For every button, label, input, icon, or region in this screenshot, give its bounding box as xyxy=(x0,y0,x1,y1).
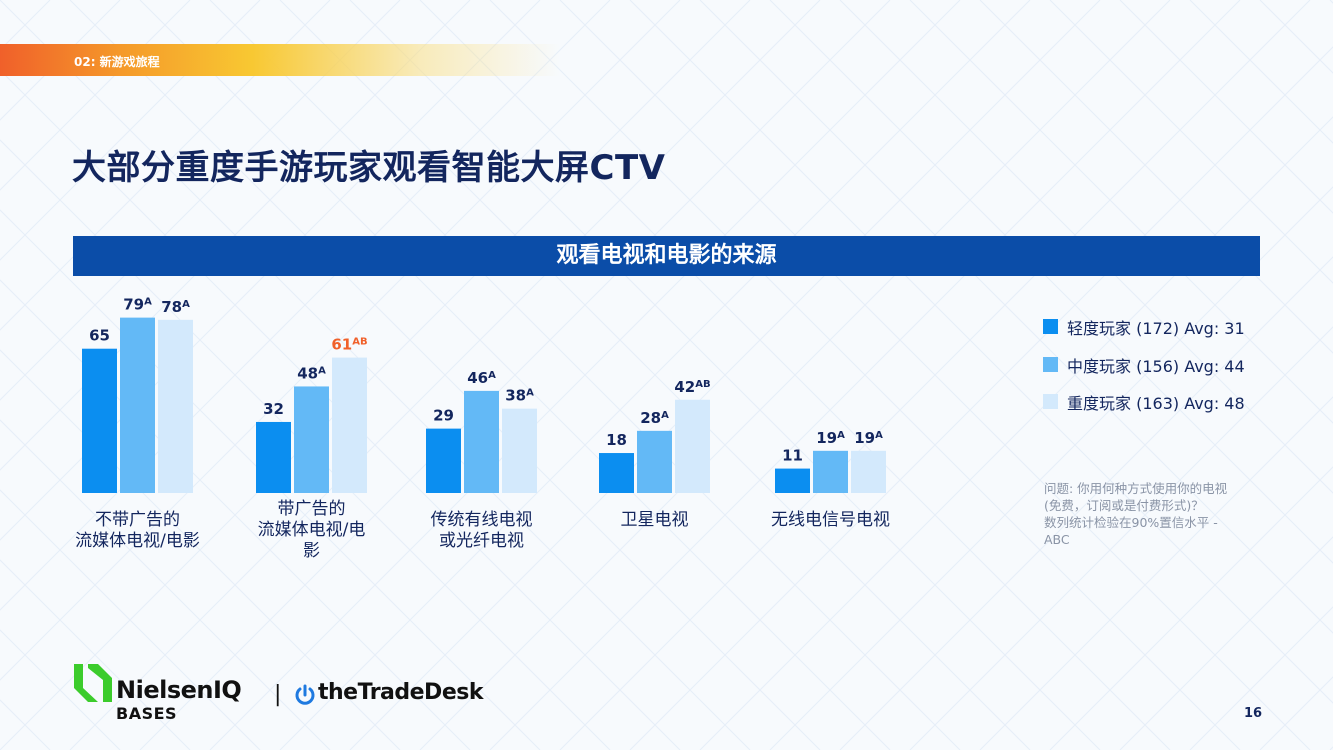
bg-pattern-line xyxy=(629,0,1333,704)
bar-light xyxy=(426,428,461,493)
bg-pattern-line xyxy=(0,0,261,261)
bg-pattern-line xyxy=(1119,536,1333,750)
section-tag: 02: 新游戏旅程 xyxy=(0,44,560,76)
note-line: 问题: 你用何种方式使用你的电视 xyxy=(1044,481,1228,496)
category-label: 传统有线电视或光纤电视 xyxy=(431,510,533,551)
bg-pattern-line xyxy=(1189,0,1333,144)
bar-light xyxy=(256,421,291,493)
bar-value-label: 65 xyxy=(89,327,110,345)
category-label: 卫星电视 xyxy=(621,510,689,530)
bg-pattern-line xyxy=(0,0,751,750)
bg-pattern-line xyxy=(839,0,1333,494)
logo-divider: | xyxy=(274,682,282,707)
section-tag-label: 02: 新游戏旅程 xyxy=(74,55,160,69)
bar-medium xyxy=(294,386,329,493)
bg-pattern-line xyxy=(0,559,191,750)
bg-pattern-line xyxy=(0,0,191,191)
note-line: ABC xyxy=(1044,532,1070,547)
bar-light xyxy=(82,348,117,493)
bar-heavy xyxy=(675,399,710,493)
nielsenIQ-wordmark: NielsenIQ xyxy=(116,676,242,704)
bg-pattern-line xyxy=(419,0,1171,750)
bg-pattern-line xyxy=(0,349,401,750)
bg-pattern-line xyxy=(979,0,1333,354)
bar-medium xyxy=(120,317,155,493)
bar-value-label: 11 xyxy=(782,447,803,465)
bar-value-label: 79A xyxy=(123,296,152,314)
note-line: (免费，订阅或是付费形式)？ xyxy=(1044,498,1204,513)
bg-pattern-line xyxy=(139,0,891,750)
bg-pattern-line xyxy=(699,0,1333,634)
bar-value-label: 38A xyxy=(505,387,534,405)
bar-value-label: 19A xyxy=(854,429,883,447)
bg-pattern-line xyxy=(1119,0,1333,214)
tradedesk-wordmark: theTradeDesk xyxy=(318,680,483,705)
bg-pattern-line xyxy=(1049,0,1333,284)
bg-pattern-line xyxy=(489,0,1241,750)
bar-value-label: 29 xyxy=(433,407,454,425)
bg-pattern-line xyxy=(69,0,821,750)
bar-heavy xyxy=(851,450,886,493)
bar-medium xyxy=(637,430,672,493)
bg-pattern-line xyxy=(0,419,331,750)
bar-heavy xyxy=(502,408,537,493)
bar-medium xyxy=(813,450,848,493)
bar-value-label: 19A xyxy=(816,429,845,447)
bg-pattern-line xyxy=(349,0,1101,750)
tradedesk-power-icon xyxy=(295,684,315,705)
bg-pattern-line xyxy=(909,0,1333,424)
bg-pattern-line xyxy=(979,396,1333,750)
bar-value-label: 18 xyxy=(606,431,627,449)
bar-heavy xyxy=(332,357,367,493)
legend-label-light: 轻度玩家 (172) Avg: 31 xyxy=(1067,319,1245,338)
page-title: 大部分重度手游玩家观看智能大屏CTV xyxy=(72,148,666,188)
bar-medium xyxy=(464,390,499,493)
bar-value-label: 61AB xyxy=(331,336,367,354)
bar-value-label: 32 xyxy=(263,400,284,418)
bg-pattern-line xyxy=(209,0,961,750)
legend-swatch-medium xyxy=(1043,356,1058,372)
methodology-note: 问题: 你用何种方式使用你的电视 (免费，订阅或是付费形式)？ 数列统计检验在9… xyxy=(1044,480,1254,548)
bg-pattern-line xyxy=(1049,466,1333,750)
bases-wordmark: BASES xyxy=(116,704,178,723)
nielsenIQ-logo-icon xyxy=(74,664,112,702)
legend-label-heavy: 重度玩家 (163) Avg: 48 xyxy=(1067,394,1245,413)
legend-label-medium: 中度玩家 (156) Avg: 44 xyxy=(1067,356,1245,376)
bar-light xyxy=(599,453,634,493)
legend-swatch-heavy xyxy=(1043,394,1058,409)
bg-pattern-line xyxy=(279,0,1031,750)
bg-pattern-line xyxy=(769,0,1333,564)
bar-value-label: 46A xyxy=(467,369,496,387)
bar-value-label: 78A xyxy=(161,298,190,316)
legend-swatch-light xyxy=(1043,319,1058,334)
category-label: 带广告的流媒体电视/电影 xyxy=(258,499,366,561)
bar-light xyxy=(775,468,810,493)
bg-pattern-line xyxy=(559,0,1311,750)
chart-header: 观看电视和电影的来源 xyxy=(73,236,1260,276)
note-line: 数列统计检验在90%置信水平 - xyxy=(1044,515,1218,530)
category-label: 不带广告的流媒体电视/电影 xyxy=(75,510,200,551)
bg-pattern-line xyxy=(0,69,681,750)
bar-heavy xyxy=(158,319,193,493)
bar-value-label: 42AB xyxy=(674,378,710,396)
category-label: 无线电信号电视 xyxy=(771,510,890,530)
bg-pattern-line xyxy=(0,139,611,750)
bg-pattern-line xyxy=(0,489,261,750)
bar-value-label: 48A xyxy=(297,364,326,382)
bg-pattern-line xyxy=(0,0,331,331)
bg-pattern-line xyxy=(1189,606,1333,750)
bar-value-label: 28A xyxy=(640,409,669,427)
page-number: 16 xyxy=(1244,706,1263,721)
